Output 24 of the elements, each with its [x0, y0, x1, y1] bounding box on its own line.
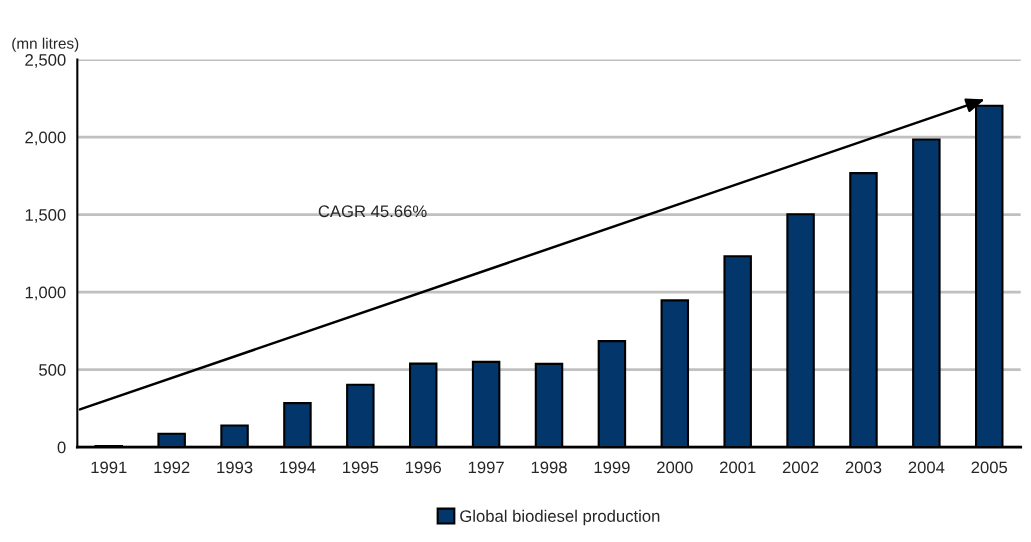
x-tick-label: 1993: [217, 461, 253, 474]
x-tick-label: 2003: [845, 461, 882, 474]
x-tick-label: 1998: [531, 461, 567, 474]
x-tick-label: 2000: [657, 461, 693, 474]
x-tick-label: 1995: [343, 461, 379, 474]
legend-label: Global biodiesel production: [460, 509, 660, 526]
x-tick-label: 1997: [468, 461, 504, 474]
x-tick-label: 2004: [908, 461, 945, 474]
x-tick-label: 2001: [719, 461, 756, 474]
y-tick-label: 2,000: [25, 131, 66, 146]
x-tick-label: 1992: [154, 461, 190, 474]
annotation: CAGR 45.66%: [318, 205, 427, 218]
x-tick-label: 2005: [971, 461, 1008, 474]
y-tick-label: 500: [39, 364, 66, 376]
y-axis-title: (mn litres): [12, 37, 79, 52]
x-tick-label: 1999: [594, 461, 630, 474]
x-tick-label: 1994: [280, 461, 316, 474]
y-tick-label: 1,500: [25, 209, 66, 223]
x-tick-label: 1991: [91, 461, 127, 474]
y-tick-label: 1,000: [25, 286, 66, 301]
x-tick-label: 1996: [405, 461, 442, 474]
y-tick-label: 0: [57, 441, 66, 454]
y-tick-label: 2,500: [25, 54, 66, 68]
x-tick-label: 2002: [782, 461, 819, 474]
